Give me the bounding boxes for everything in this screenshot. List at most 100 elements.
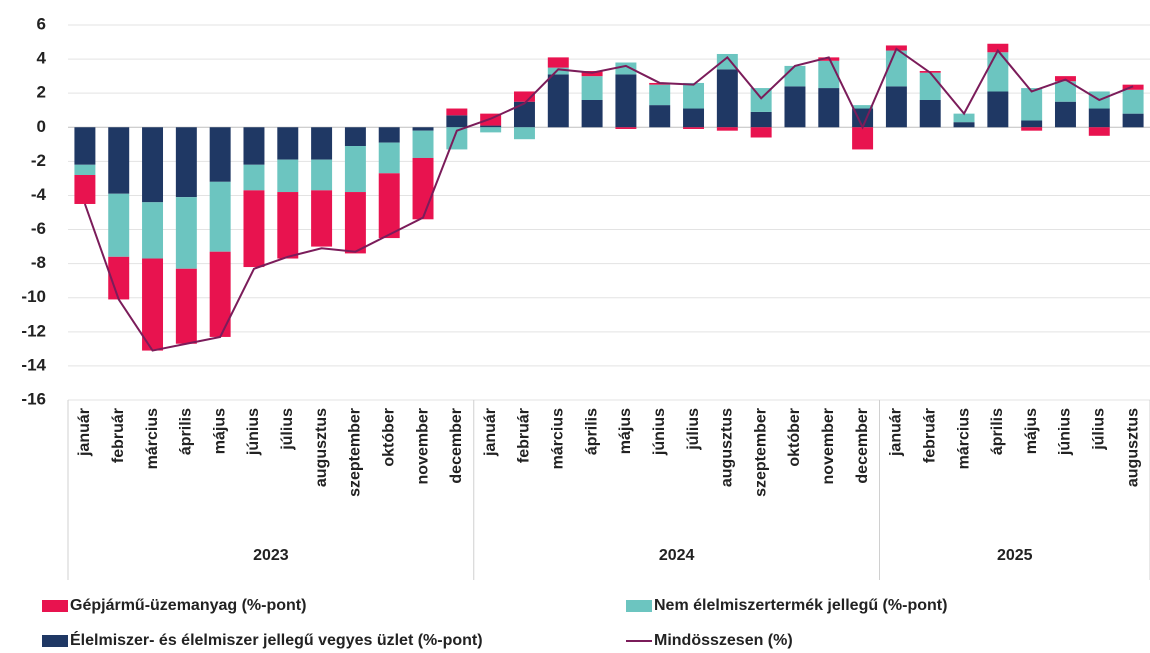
x-tick-label: április — [583, 408, 600, 455]
bar-segment — [716, 53, 738, 70]
bar-segment — [683, 82, 705, 109]
bar-segment — [277, 127, 299, 160]
bar-segment — [378, 173, 400, 239]
legend-swatch — [42, 635, 68, 647]
legend-swatch — [42, 600, 68, 612]
bar-segment — [243, 127, 265, 165]
bar-segment — [74, 127, 96, 165]
y-tick-label: -6 — [31, 219, 46, 238]
bar-segment — [142, 202, 164, 259]
bar-segment — [547, 57, 569, 68]
bar-segment — [615, 74, 637, 128]
bar-segment — [953, 113, 975, 123]
bar-segment — [480, 127, 502, 133]
bar-segment — [175, 127, 197, 198]
x-tick-label: február — [921, 408, 938, 463]
group-label: 2023 — [253, 547, 289, 564]
bar-segment — [108, 256, 130, 300]
bar-segment — [209, 251, 231, 337]
bar-segment — [547, 74, 569, 128]
x-tick-label: március — [550, 408, 567, 469]
y-tick-label: -4 — [31, 185, 47, 204]
x-tick-label: november — [414, 408, 431, 484]
x-tick-label: december — [854, 408, 871, 484]
bar-segment — [311, 190, 333, 247]
x-tick-label: augusztus — [313, 408, 330, 487]
bar-segment — [74, 175, 96, 204]
bar-segment — [446, 108, 468, 116]
bar-segment — [1021, 120, 1043, 128]
bar-segment — [344, 127, 366, 147]
bar-segment — [1088, 108, 1110, 128]
x-tick-label: szeptember — [347, 408, 364, 497]
bar-segment — [683, 108, 705, 128]
x-tick-label: március — [955, 408, 972, 469]
total-line — [83, 47, 1134, 352]
x-tick-label: május — [211, 408, 228, 454]
y-tick-label: -8 — [31, 253, 46, 272]
bar-segment — [1054, 81, 1076, 102]
bar-segment — [175, 268, 197, 344]
bar-segment — [615, 127, 637, 129]
bar-segment — [513, 101, 535, 128]
bar-segment — [344, 146, 366, 193]
x-tick-label: március — [144, 408, 161, 469]
legend-label: Gépjármű-üzemanyag (%-pont) — [70, 597, 306, 614]
x-tick-label: január — [76, 408, 93, 457]
bar-segment — [412, 130, 434, 158]
x-tick-label: június — [1057, 408, 1074, 456]
bar-segment — [142, 127, 164, 203]
bar-segment — [987, 91, 1009, 128]
bar-segment — [344, 192, 366, 254]
bar-segment — [581, 76, 603, 100]
y-tick-label: -16 — [21, 389, 46, 408]
bar-segment — [1088, 127, 1110, 136]
legend-label: Mindösszesen (%) — [654, 632, 793, 649]
x-tick-label: augusztus — [1124, 408, 1141, 487]
y-tick-label: -14 — [21, 355, 46, 374]
bar-segment — [142, 258, 164, 351]
x-tick-label: október — [380, 408, 397, 467]
bar-segment — [74, 164, 96, 175]
x-tick-label: augusztus — [719, 408, 736, 487]
x-tick-label: február — [516, 408, 533, 463]
y-tick-label: 4 — [37, 49, 47, 68]
bar-segment — [378, 142, 400, 174]
bar-segment — [446, 115, 468, 128]
bar-segment — [108, 127, 130, 194]
bar-segment — [784, 86, 806, 128]
bar-segment — [683, 127, 705, 129]
x-tick-label: december — [448, 408, 465, 484]
bar-segment — [412, 157, 434, 220]
bar-segment — [987, 43, 1009, 53]
x-tick-label: november — [820, 408, 837, 484]
y-tick-label: -12 — [21, 321, 46, 340]
x-tick-label: április — [989, 408, 1006, 455]
x-tick-label: július — [1091, 408, 1108, 451]
bar-segment — [311, 127, 333, 160]
legend-label: Nem élelmiszertermék jellegű (%-pont) — [654, 597, 947, 614]
x-tick-label: október — [786, 408, 803, 467]
y-tick-label: 2 — [37, 83, 46, 102]
legend-swatch — [626, 600, 652, 612]
bar-segment — [581, 100, 603, 128]
bar-segment — [412, 127, 434, 131]
bar-segment — [818, 88, 840, 128]
group-label: 2024 — [659, 547, 695, 564]
bar-segment — [209, 181, 231, 252]
bar-segment — [750, 127, 772, 138]
bar-segment — [1122, 89, 1144, 114]
bar-segment — [1122, 113, 1144, 128]
bar-segment — [378, 127, 400, 143]
bar-segment — [311, 159, 333, 191]
bar-segment — [649, 84, 671, 106]
x-tick-label: május — [1023, 408, 1040, 454]
y-tick-label: -10 — [21, 287, 46, 306]
y-tick-label: 6 — [37, 14, 46, 33]
bar-segment — [1021, 88, 1043, 121]
bar-segment — [1021, 127, 1043, 131]
bar-segment — [649, 105, 671, 128]
bar-segment — [513, 91, 535, 102]
y-tick-label: -2 — [31, 151, 46, 170]
